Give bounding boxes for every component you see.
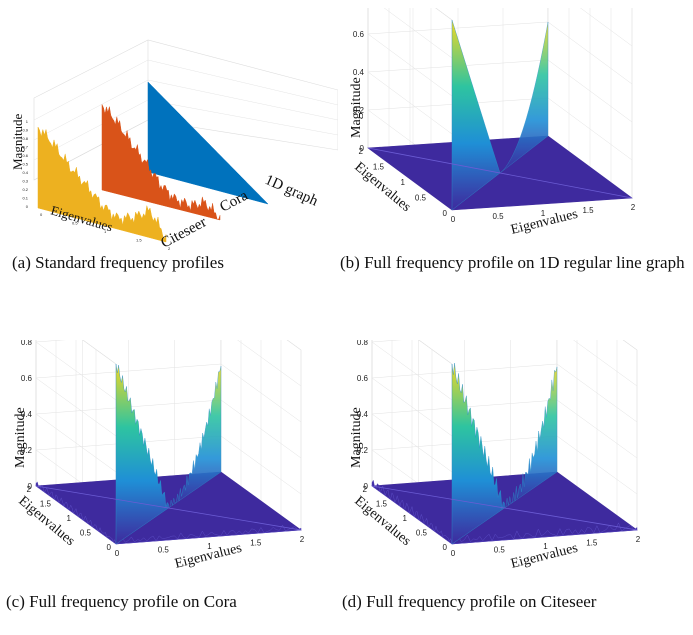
x-tick-label: 1.5 <box>250 539 262 548</box>
z-tick-label: 0.6 <box>357 374 369 383</box>
cora-slice <box>101 104 221 221</box>
z-tick-label: 0.7 <box>22 145 28 150</box>
z-tick-label: 0.6 <box>353 30 365 39</box>
x-tick-label: 1 <box>541 209 546 218</box>
grid-line <box>147 99 338 136</box>
z-tick-label: 0.2 <box>21 446 33 455</box>
diagonal-ridge-back <box>499 21 549 174</box>
y-tick-label: 1.5 <box>373 163 385 172</box>
x-tick-label: 1.5 <box>586 539 598 548</box>
diagonal-ridge-back <box>504 366 558 509</box>
z-axis-label: Magnitude <box>13 407 28 468</box>
x-tick-label: 2 <box>168 246 171 250</box>
x-tick-label: 2 <box>300 535 305 544</box>
z-tick-label: 1 <box>26 119 29 124</box>
y-tick-label: 2 <box>359 147 364 156</box>
x-tick-label: 1 <box>207 542 212 551</box>
x-tick-label: 1 <box>104 229 107 234</box>
diagonal-ridge-front <box>115 363 169 545</box>
panel-standard-profiles: 0 0.1 0.2 0.3 0.4 0.5 0.6 0.7 0.8 0.9 1 0 0.5 1 1.5 2 Ma… <box>8 30 338 250</box>
chart-cora-surface: 00.20.40.60.8100.511.5200.511.52Magnitud… <box>13 340 305 572</box>
x-tick-label: 0 <box>115 549 120 558</box>
x-tick-label: 1.5 <box>136 238 142 243</box>
grid-line <box>147 59 338 106</box>
x-tick-label: 2 <box>631 203 636 212</box>
anti-diagonal-seam <box>367 147 633 199</box>
y-tick-label: 1 <box>67 514 72 523</box>
panel-cora-profile: 00.20.40.60.8100.511.5200.511.52Magnitud… <box>4 340 339 572</box>
z-tick-label: 0 <box>364 482 369 491</box>
z-tick-label: 0.6 <box>22 153 28 158</box>
z-tick-label: 0.8 <box>357 340 369 347</box>
surface-noise-edge <box>451 522 638 545</box>
z-tick-label: 0.5 <box>22 162 28 167</box>
z-tick-label: 0.4 <box>357 410 369 419</box>
y-tick-label: 1.5 <box>376 500 388 509</box>
chart-citeseer-surface: 00.20.40.60.8100.511.5200.511.52Magnitud… <box>349 340 641 572</box>
z-tick-label: 0.4 <box>22 170 28 175</box>
y-tick-label: 0 <box>443 209 448 218</box>
y-tick-label: 2 <box>363 485 368 494</box>
z-tick-label: 0.9 <box>22 128 28 133</box>
anti-diagonal-seam <box>35 485 302 531</box>
z-axis-label: Magnitude <box>349 407 364 468</box>
surface-noise-edge <box>35 481 117 545</box>
diagonal-ridge-back <box>168 366 222 509</box>
y-tick-label: 1.5 <box>40 500 52 509</box>
x-tick-label: 2 <box>636 535 641 544</box>
y-tick-label: 0 <box>443 543 448 552</box>
x-tick-label: 0.5 <box>158 546 170 555</box>
z-tick-label: 0.2 <box>357 446 369 455</box>
z-axis-label: Magnitude <box>349 77 364 138</box>
y-tick-label: 2 <box>27 485 32 494</box>
diagonal-ridge-front <box>451 363 505 545</box>
z-tick-label: 0 <box>28 482 33 491</box>
x-tick-label: 1.5 <box>582 206 594 215</box>
z-tick-label: 0 <box>26 204 29 209</box>
caption-c: (c) Full frequency profile on Cora <box>6 592 237 611</box>
z-tick-label: 0.8 <box>22 136 28 141</box>
grid-line <box>33 59 149 121</box>
x-tick-label: 0 <box>451 549 456 558</box>
diagonal-ridge-front <box>451 19 501 211</box>
grid-line <box>147 79 338 121</box>
panel-citeseer-profile: 00.20.40.60.8100.511.5200.511.52Magnitud… <box>340 340 685 572</box>
z-axis-label: Magnitude <box>10 113 25 170</box>
x-tick-label: 0.5 <box>72 221 78 226</box>
panel-line-graph-profile: 00.20.40.60.8100.511.5200.511.52Magnitud… <box>340 8 685 243</box>
caption-b: (b) Full frequency profile on 1D regular… <box>340 253 685 272</box>
x-tick-label: 0.5 <box>494 546 506 555</box>
chart-line-graph-surface: 00.20.40.60.8100.511.5200.511.52Magnitud… <box>349 8 636 238</box>
z-tick-label: 0.8 <box>21 340 33 347</box>
surface-noise-edge <box>115 524 302 545</box>
anti-diagonal-seam <box>371 485 638 531</box>
z-tick-label: 0.6 <box>21 374 33 383</box>
y-tick-label: 0.5 <box>80 529 92 538</box>
chart-standard-profiles: 0 0.1 0.2 0.3 0.4 0.5 0.6 0.7 0.8 0.9 1 0 0.5 1 1.5 2 Ma… <box>10 39 338 250</box>
z-tick-label: 0.1 <box>22 196 28 201</box>
series-label-1d-graph: 1D graph <box>262 172 320 210</box>
grid-line <box>33 79 149 141</box>
z-tick-label: 0 <box>360 144 365 153</box>
y-tick-label: 1 <box>403 514 408 523</box>
caption-a: (a) Standard frequency profiles <box>12 253 224 272</box>
y-tick-label: 1 <box>401 178 406 187</box>
z-tick-label: 0.2 <box>22 187 28 192</box>
y-tick-label: 0.5 <box>415 194 427 203</box>
series-label-citeseer: Citeseer <box>158 214 209 250</box>
caption-d: (d) Full frequency profile on Citeseer <box>342 592 597 611</box>
z-tick-label: 0.4 <box>353 68 365 77</box>
x-tick-label: 1 <box>543 542 548 551</box>
y-tick-label: 0 <box>107 543 112 552</box>
citeseer-slice <box>37 126 167 243</box>
1d-graph-slice <box>147 81 269 205</box>
x-tick-label: 0 <box>40 212 43 217</box>
z-tick-label: 0.2 <box>353 106 365 115</box>
z-tick-label: 0.3 <box>22 179 28 184</box>
y-tick-label: 0.5 <box>416 529 428 538</box>
z-tick-label: 0.4 <box>21 410 33 419</box>
x-tick-label: 0.5 <box>492 212 504 221</box>
x-tick-label: 0 <box>451 215 456 224</box>
